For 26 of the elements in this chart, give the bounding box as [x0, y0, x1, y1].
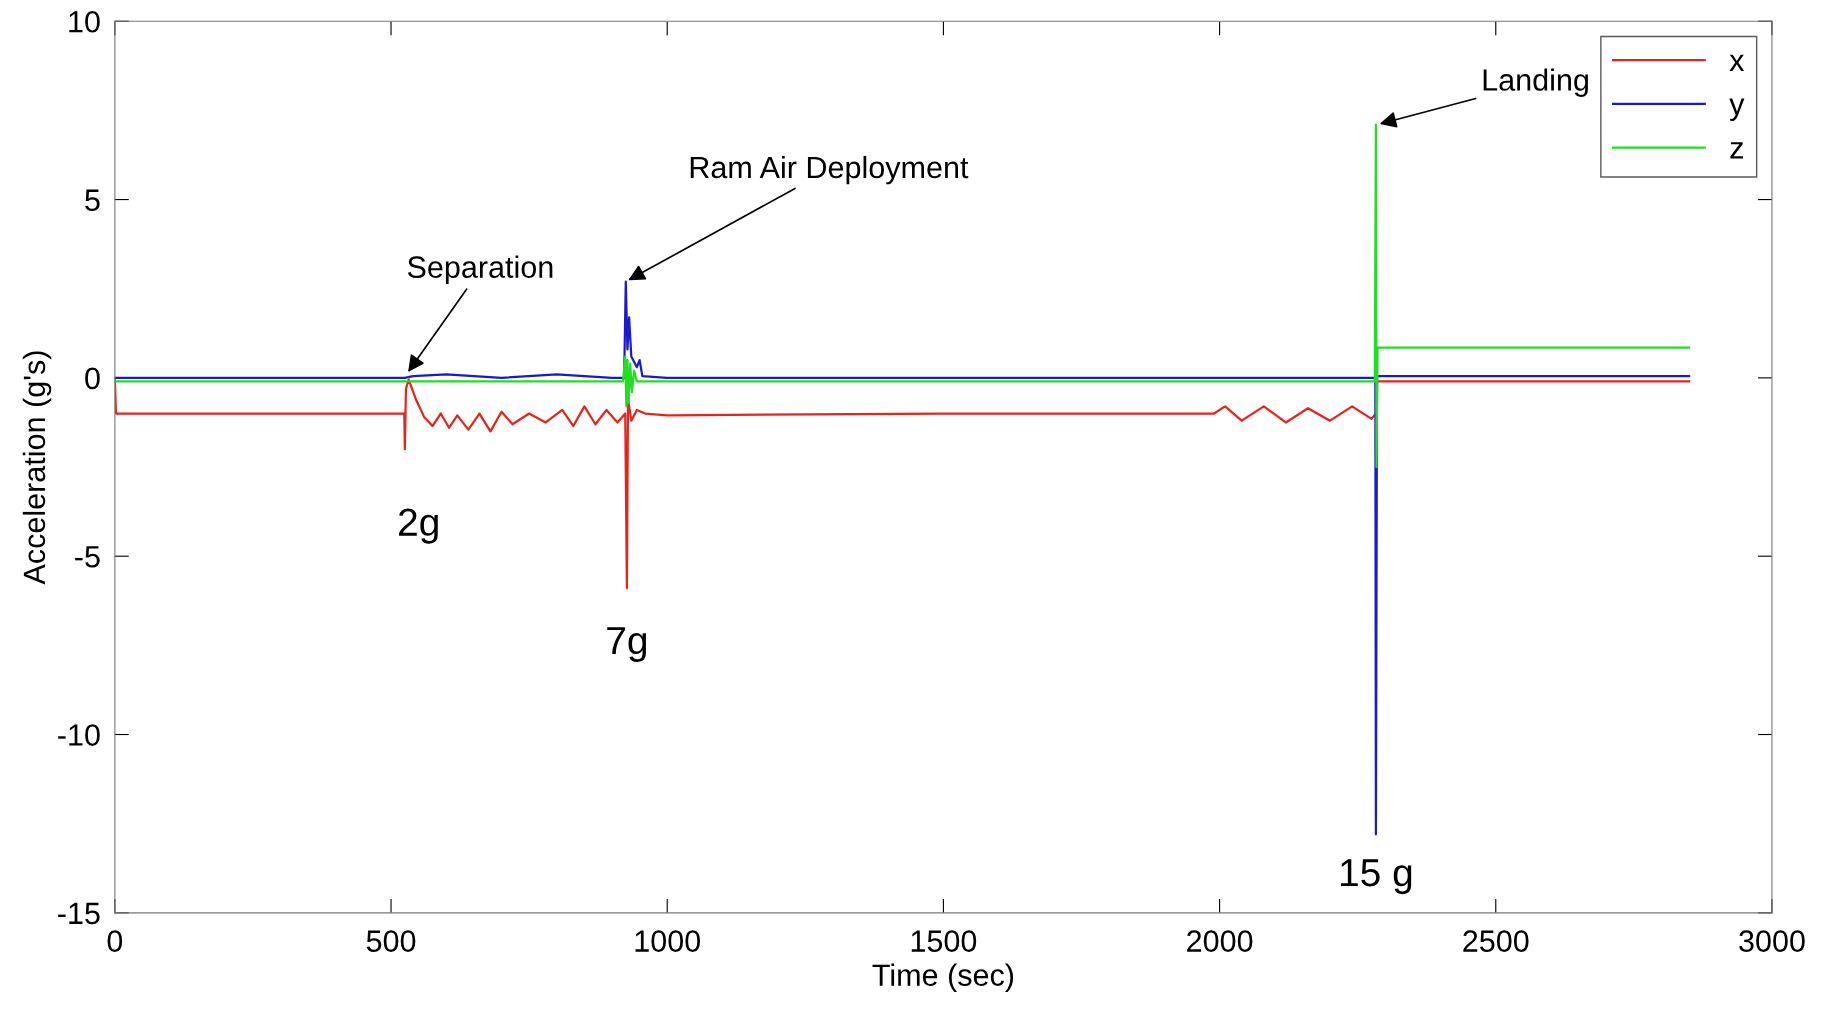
y-tick-label: -10: [58, 724, 100, 746]
annotation: 15 g: [1341, 859, 1412, 895]
x-tick-label: 500: [366, 930, 416, 952]
legend-label: z: [1730, 142, 1743, 159]
y-tick-label: 0: [85, 367, 100, 390]
y-tick-label: -15: [58, 902, 100, 925]
legend-label: x: [1729, 54, 1745, 71]
annotation: 2g: [399, 508, 438, 544]
x-axis-title: Time (sec): [872, 963, 1014, 992]
annotation: Ram Air Deployment: [690, 155, 969, 185]
annotation: Separation: [407, 255, 553, 285]
annotation: 7g: [607, 627, 647, 662]
legend-label: y: [1729, 98, 1745, 121]
annotation: Landing: [1483, 68, 1588, 97]
line-series: [114, 123, 1691, 469]
line-series: [114, 376, 1691, 590]
x-tick-label: 2500: [1463, 930, 1529, 952]
x-tick-label: 2000: [1187, 930, 1253, 952]
y-tick-label: 5: [85, 189, 100, 211]
x-tick-label: 1500: [911, 930, 977, 952]
y-tick-label: -5: [75, 546, 100, 568]
y-axis-title: Acceleration (g's): [22, 351, 52, 585]
x-tick-label: 0: [107, 930, 123, 952]
x-tick-label: 3000: [1739, 930, 1805, 952]
x-tick-label: 1000: [635, 930, 701, 952]
y-tick-label: 10: [69, 10, 100, 33]
